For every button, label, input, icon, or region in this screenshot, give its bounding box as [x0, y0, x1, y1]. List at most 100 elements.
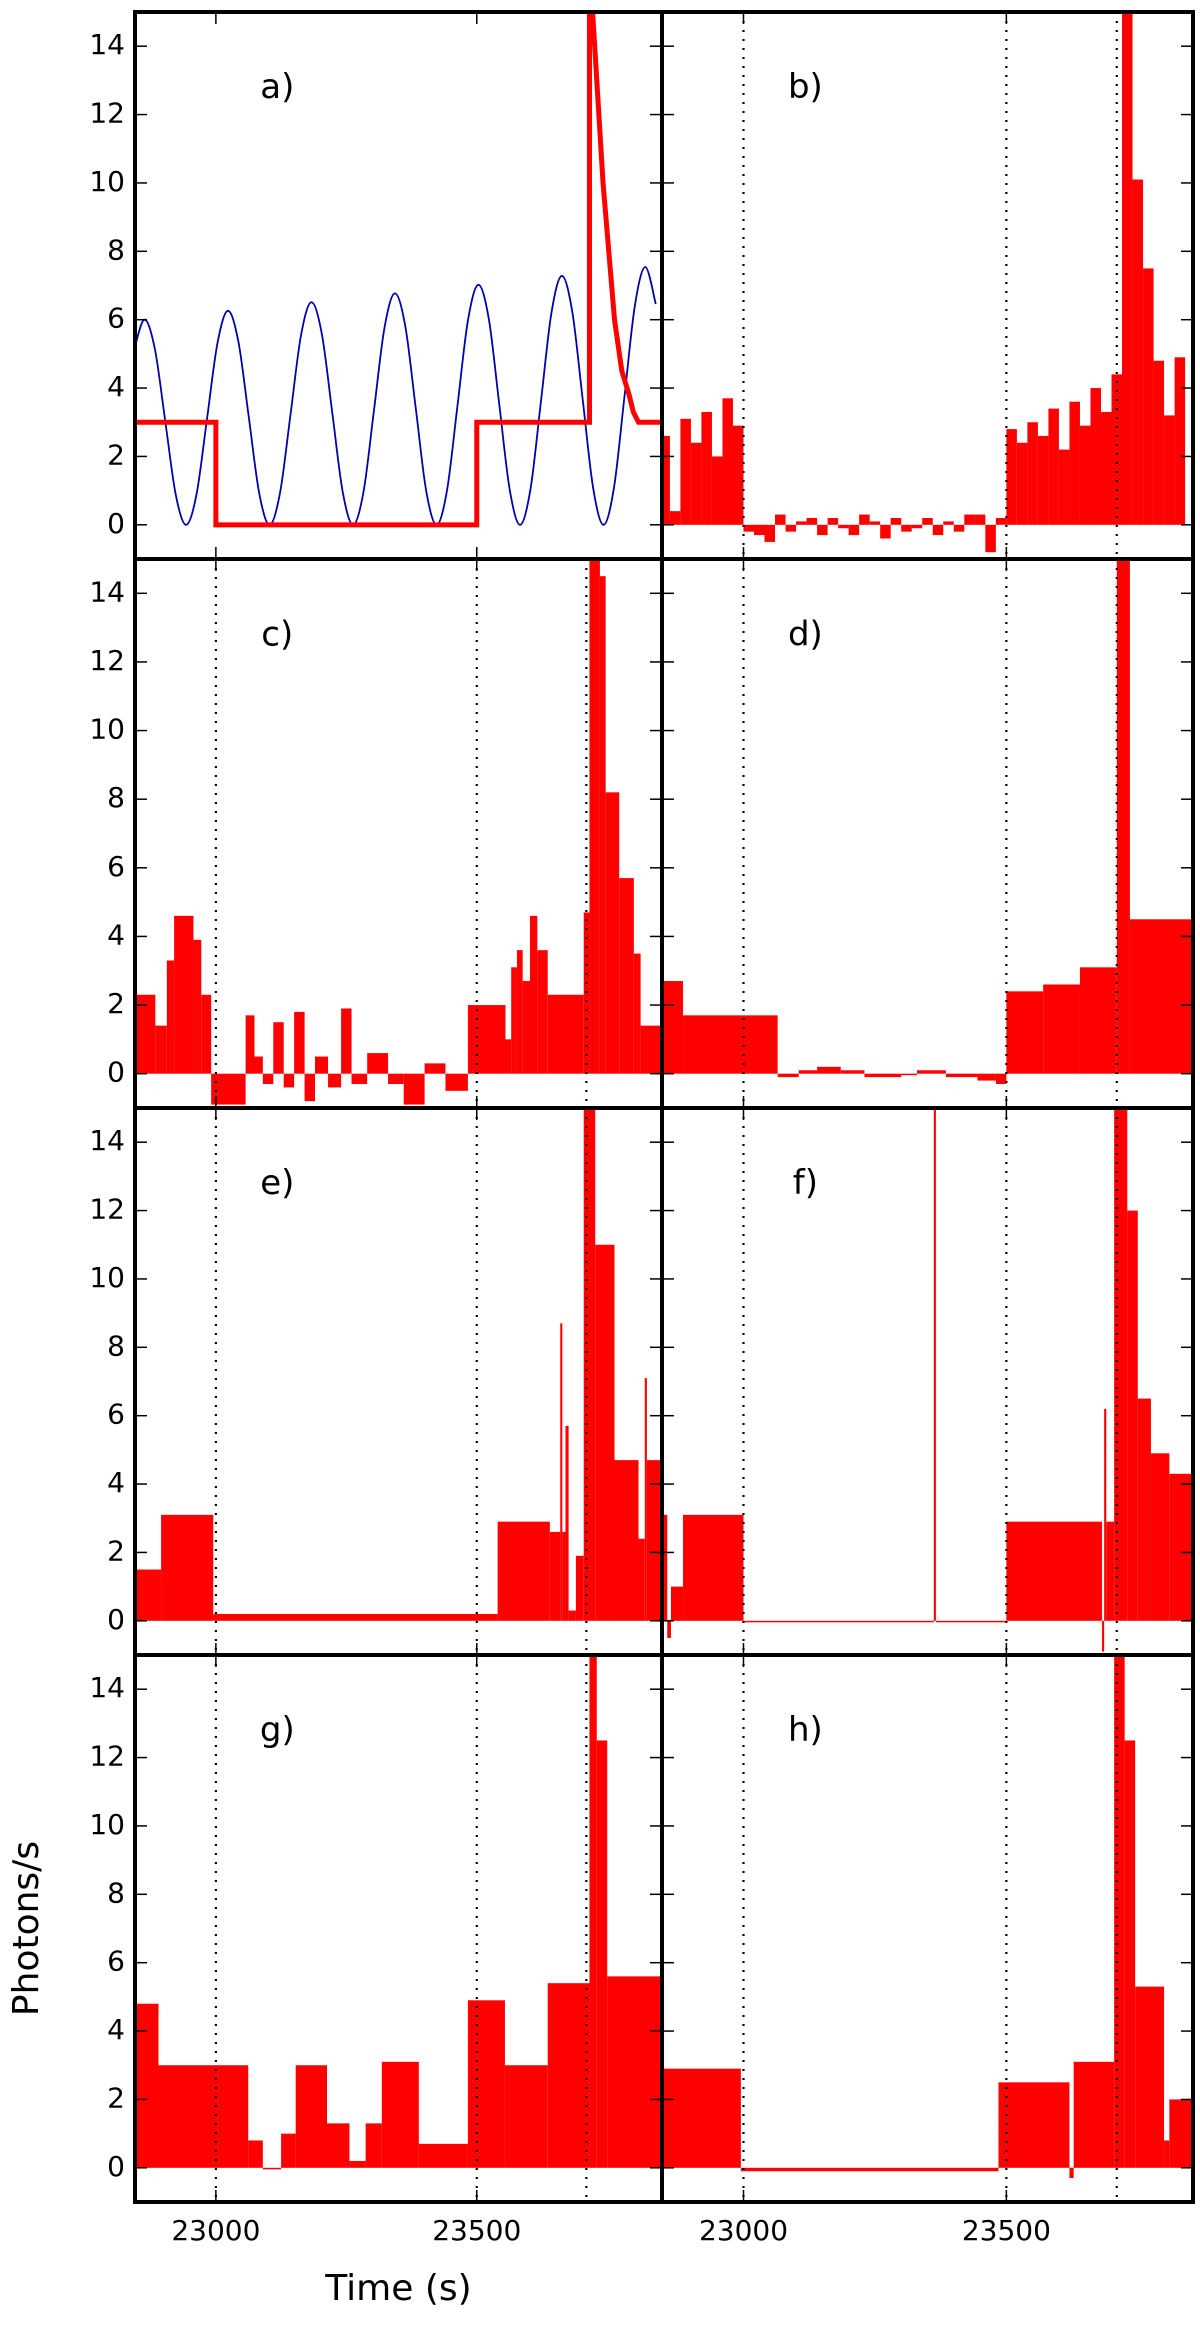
- bar: [911, 524, 923, 529]
- bar: [985, 524, 996, 553]
- y-tick-label: 2: [107, 987, 125, 1020]
- bar: [890, 517, 902, 525]
- bar: [213, 1613, 498, 1621]
- bar: [547, 994, 584, 1074]
- y-tick-label: 4: [107, 1466, 125, 1499]
- bar: [315, 1056, 329, 1074]
- bar: [349, 2160, 366, 2168]
- bar: [418, 2143, 468, 2168]
- bar: [1164, 2140, 1170, 2168]
- plot-area: [135, 1108, 662, 1621]
- y-tick-label: 4: [107, 370, 125, 403]
- y-tick-label: 8: [107, 233, 125, 266]
- panel-label: c): [261, 614, 293, 654]
- bar: [549, 1531, 561, 1621]
- bar: [367, 1053, 389, 1074]
- panel: g): [133, 1653, 664, 2204]
- bar: [614, 1460, 639, 1621]
- bar: [1127, 1210, 1138, 1621]
- y-tick-label: 0: [107, 2150, 125, 2183]
- bar: [1114, 1655, 1125, 2168]
- bar: [273, 1022, 284, 1074]
- y-tick-label: 8: [107, 1876, 125, 1909]
- panel: f): [660, 1106, 1195, 1657]
- bar: [1037, 435, 1049, 525]
- bar: [135, 1569, 162, 1621]
- x-tick-label: 23500: [432, 2214, 521, 2247]
- y-tick-label: 12: [89, 97, 125, 130]
- y-tick-label: 0: [107, 1603, 125, 1636]
- y-tick-label: 6: [107, 850, 125, 883]
- bar: [1135, 1986, 1165, 2168]
- bar: [953, 524, 965, 532]
- y-tick-label: 14: [89, 28, 125, 61]
- plot-area: [662, 1108, 1193, 1652]
- y-tick-label: 0: [107, 1056, 125, 1089]
- bar: [932, 524, 944, 536]
- bar: [281, 2133, 296, 2168]
- bar: [1006, 991, 1044, 1074]
- bar: [166, 960, 175, 1074]
- bar: [817, 524, 828, 536]
- bar: [504, 2065, 548, 2168]
- frame: [660, 1653, 1195, 2204]
- bar: [619, 878, 634, 1074]
- bar: [916, 1070, 946, 1074]
- bar: [662, 1514, 668, 1621]
- y-tick-label: 10: [89, 1261, 125, 1294]
- bar: [424, 1063, 446, 1074]
- bar: [864, 1073, 902, 1078]
- bar: [669, 511, 681, 525]
- bar: [599, 576, 606, 1074]
- bar: [589, 1655, 597, 2168]
- bar: [283, 1073, 295, 1088]
- bar: [1114, 1108, 1128, 1621]
- bar: [644, 1378, 647, 1621]
- bar: [254, 1056, 263, 1074]
- bar: [1164, 415, 1175, 525]
- bar: [995, 517, 1007, 525]
- bar: [596, 1740, 608, 2168]
- bar: [817, 1066, 841, 1074]
- bar: [722, 398, 733, 525]
- plot-area: [135, 12, 662, 528]
- bar: [583, 1108, 596, 1621]
- bar: [640, 1025, 662, 1074]
- bar: [505, 1039, 512, 1074]
- bar: [497, 1521, 550, 1621]
- bar: [743, 1620, 934, 1623]
- plot-area: [135, 1655, 662, 2170]
- y-tick-label: 8: [107, 781, 125, 814]
- line: [135, 12, 662, 528]
- bar: [740, 2167, 999, 2172]
- bar: [575, 1555, 584, 1621]
- panel: d): [660, 557, 1195, 1110]
- bar: [295, 2065, 328, 2168]
- y-tick-label: 2: [107, 1534, 125, 1567]
- bar: [662, 435, 670, 525]
- y-tick-label: 2: [107, 438, 125, 471]
- bar: [565, 1425, 569, 1621]
- bar: [605, 792, 620, 1074]
- bar: [711, 456, 723, 525]
- bar: [901, 1073, 917, 1076]
- bar: [1043, 984, 1080, 1074]
- bar: [683, 1015, 778, 1074]
- plot-area: [662, 559, 1193, 1084]
- line: [135, 266, 657, 526]
- bar: [869, 521, 881, 525]
- bar: [328, 1073, 342, 1088]
- bar: [1090, 388, 1101, 525]
- y-tick-label: 10: [89, 713, 125, 746]
- bar: [1150, 1453, 1170, 1621]
- y-tick-label: 12: [89, 644, 125, 677]
- bar: [1079, 425, 1091, 525]
- bar: [662, 2068, 741, 2168]
- bar: [1027, 422, 1038, 525]
- bar: [583, 912, 590, 1074]
- bar: [1006, 1521, 1103, 1621]
- bar: [1111, 374, 1123, 525]
- bar: [646, 1460, 662, 1621]
